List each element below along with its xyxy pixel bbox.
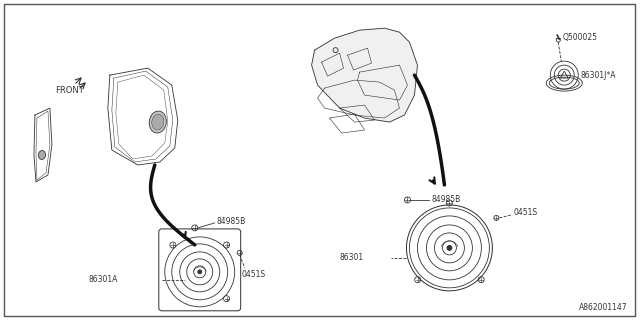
- Text: 84985B: 84985B: [431, 196, 461, 204]
- Text: 86301: 86301: [340, 253, 364, 262]
- Text: 86301J*A: 86301J*A: [580, 71, 616, 80]
- Polygon shape: [312, 28, 417, 122]
- Circle shape: [198, 270, 202, 274]
- Text: 0451S: 0451S: [513, 208, 538, 217]
- Ellipse shape: [149, 111, 166, 133]
- Text: Q500025: Q500025: [563, 33, 597, 42]
- Circle shape: [447, 245, 452, 250]
- Ellipse shape: [152, 114, 164, 130]
- Text: A862001147: A862001147: [579, 303, 628, 312]
- Ellipse shape: [38, 150, 45, 159]
- Text: 0451S: 0451S: [242, 270, 266, 279]
- Text: 84985B: 84985B: [217, 217, 246, 227]
- Text: 86301A: 86301A: [88, 275, 118, 284]
- Text: FRONT: FRONT: [55, 85, 84, 95]
